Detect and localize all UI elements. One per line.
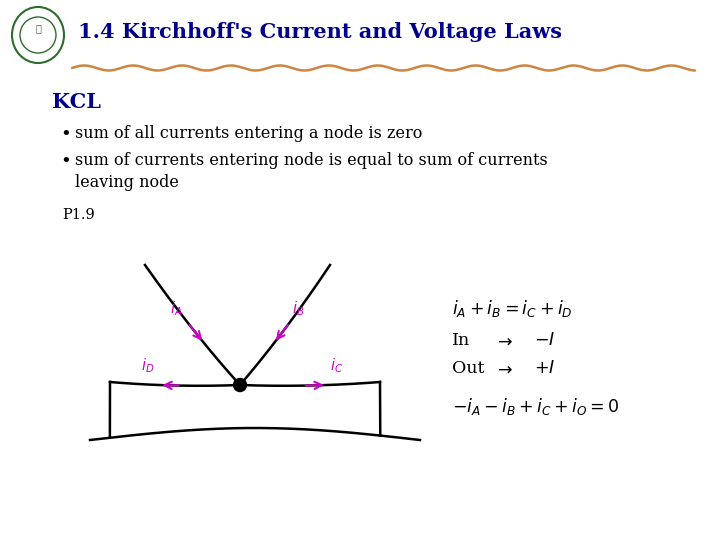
Text: $i_D$: $i_D$ [141,356,154,375]
Text: sum of currents entering node is equal to sum of currents: sum of currents entering node is equal t… [75,152,548,169]
Text: $\rightarrow$: $\rightarrow$ [494,332,513,350]
Text: •: • [60,125,71,143]
Text: leaving node: leaving node [75,174,179,191]
Text: KCL: KCL [52,92,101,112]
Text: •: • [60,152,71,170]
Text: Out: Out [452,360,485,377]
Text: $-i_A - i_B + i_C + i_O = 0$: $-i_A - i_B + i_C + i_O = 0$ [452,396,620,417]
Text: P1.9: P1.9 [62,208,95,222]
Text: $-I$: $-I$ [534,332,555,349]
Text: $i_C$: $i_C$ [330,356,343,375]
Text: $i_A$: $i_A$ [171,299,183,318]
Text: sum of all currents entering a node is zero: sum of all currents entering a node is z… [75,125,423,142]
Text: In: In [452,332,470,349]
Text: 1.4 Kirchhoff's Current and Voltage Laws: 1.4 Kirchhoff's Current and Voltage Laws [78,22,562,42]
Text: 中: 中 [35,23,41,33]
Text: $\rightarrow$: $\rightarrow$ [494,360,513,378]
Text: $i_A + i_B = i_C + i_D$: $i_A + i_B = i_C + i_D$ [452,298,572,319]
Text: $+I$: $+I$ [534,360,555,377]
Text: $i_B$: $i_B$ [292,299,305,318]
Circle shape [233,379,246,392]
